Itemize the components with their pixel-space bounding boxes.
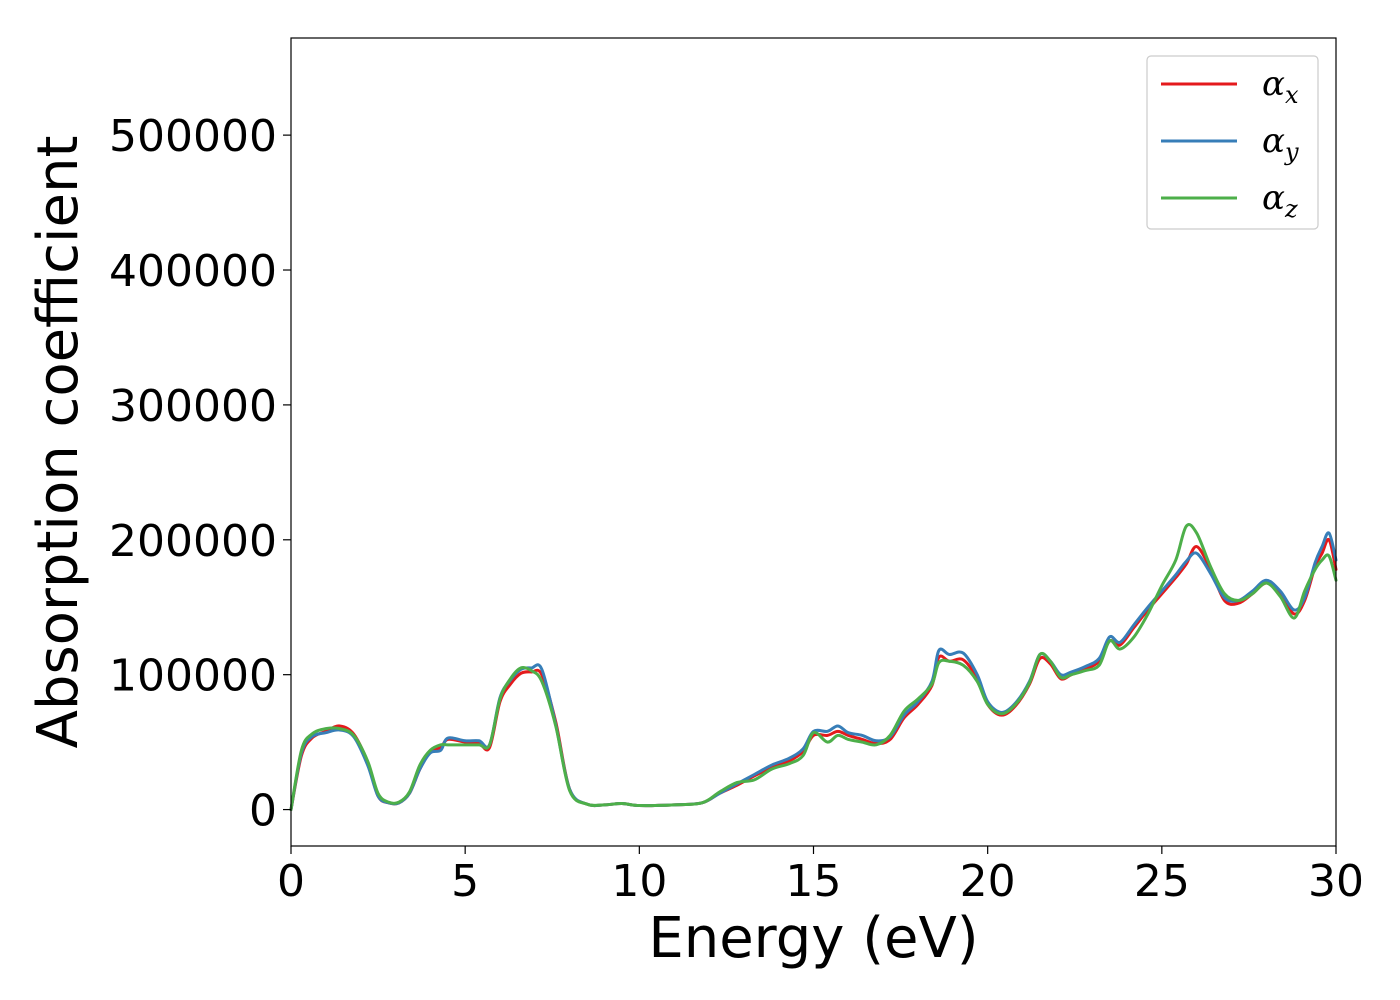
- x-tick-label: 5: [451, 856, 479, 907]
- x-tick-label: 15: [786, 856, 842, 907]
- x-tick-label: 10: [611, 856, 667, 907]
- y-tick-label: 0: [249, 786, 277, 837]
- y-tick-label: 100000: [109, 651, 277, 702]
- x-tick-label: 20: [960, 856, 1016, 907]
- x-tick-label: 0: [277, 856, 305, 907]
- y-axis-ticks: 0 100000 200000 300000 400000 500000: [109, 111, 291, 837]
- y-axis-label: Absorption coefficient: [26, 136, 91, 749]
- legend-label-alpha-z: αz: [1262, 178, 1298, 223]
- y-tick-label: 200000: [109, 516, 277, 567]
- legend-label-alpha-y: αy: [1262, 121, 1299, 166]
- series-line-alpha-z: [289, 523, 1338, 812]
- legend-label-alpha-x: αx: [1262, 64, 1299, 109]
- x-axis-ticks: 0 5 10 15 20 25 30: [277, 846, 1364, 907]
- legend: αx αy αz: [1146, 55, 1319, 230]
- x-tick-label: 25: [1134, 856, 1190, 907]
- y-tick-label: 400000: [109, 246, 277, 297]
- x-tick-label: 30: [1308, 856, 1364, 907]
- y-tick-label: 500000: [109, 111, 277, 162]
- y-tick-label: 300000: [109, 381, 277, 432]
- x-axis-label: Energy (eV): [648, 906, 978, 971]
- series-line-alpha-y: [289, 531, 1338, 812]
- series-layer: [289, 523, 1338, 812]
